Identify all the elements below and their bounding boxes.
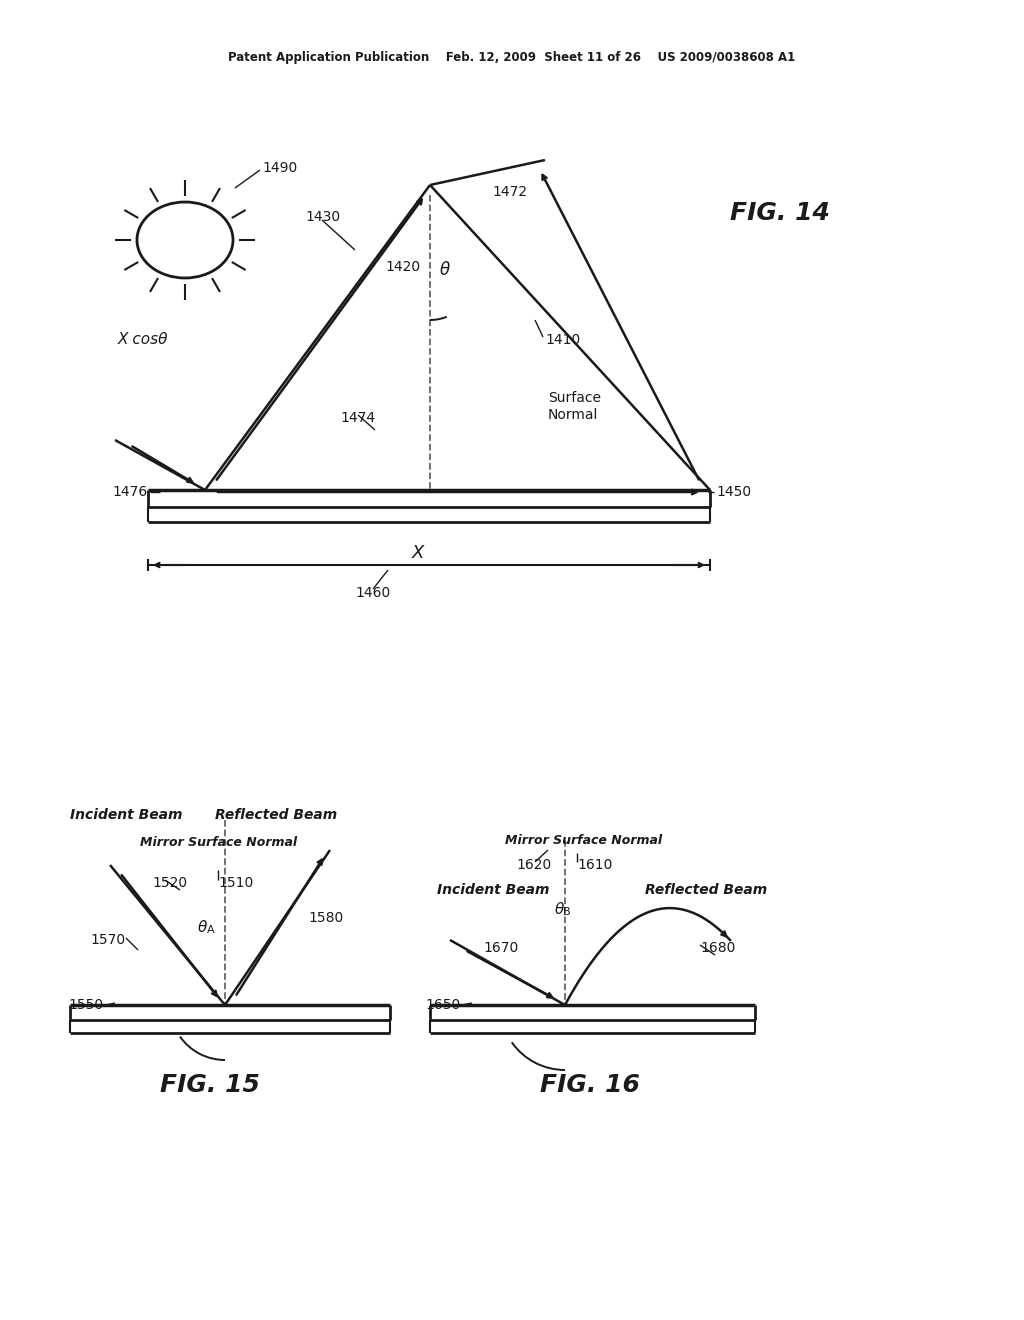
Text: FIG. 16: FIG. 16 [540, 1073, 640, 1097]
Text: Normal: Normal [548, 408, 598, 422]
Text: 1476: 1476 [112, 484, 147, 499]
Text: 1450: 1450 [716, 484, 752, 499]
Text: Mirror Surface Normal: Mirror Surface Normal [140, 837, 297, 850]
Text: 1472: 1472 [492, 185, 527, 199]
Text: 1670: 1670 [483, 941, 518, 954]
Text: Incident Beam: Incident Beam [437, 883, 550, 898]
Text: FIG. 14: FIG. 14 [730, 201, 829, 224]
Text: 1490: 1490 [262, 161, 297, 176]
Text: θ: θ [440, 261, 451, 279]
Text: Mirror Surface Normal: Mirror Surface Normal [505, 833, 663, 846]
Text: 1650: 1650 [425, 998, 460, 1012]
Text: FIG. 15: FIG. 15 [160, 1073, 260, 1097]
Text: 1460: 1460 [355, 586, 390, 601]
Text: Incident Beam: Incident Beam [70, 808, 182, 822]
Text: 1680: 1680 [700, 941, 735, 954]
Text: X cosθ: X cosθ [118, 333, 169, 347]
Ellipse shape [137, 202, 233, 279]
Text: 1520: 1520 [152, 876, 187, 890]
Text: 1474: 1474 [340, 411, 375, 425]
Text: Reflected Beam: Reflected Beam [215, 808, 337, 822]
Text: 1510: 1510 [218, 876, 253, 890]
Text: 1550: 1550 [68, 998, 103, 1012]
Text: θ: θ [198, 920, 208, 936]
Text: X: X [412, 544, 424, 562]
Text: 1430: 1430 [305, 210, 340, 224]
Text: A: A [207, 925, 215, 935]
Text: 1580: 1580 [308, 911, 343, 925]
Text: Patent Application Publication    Feb. 12, 2009  Sheet 11 of 26    US 2009/00386: Patent Application Publication Feb. 12, … [228, 50, 796, 63]
Text: Surface: Surface [548, 391, 601, 405]
Text: 1410: 1410 [545, 333, 581, 347]
Text: 1420: 1420 [385, 260, 420, 275]
Text: 1610: 1610 [577, 858, 612, 873]
Text: θ: θ [555, 903, 564, 917]
Text: Reflected Beam: Reflected Beam [645, 883, 767, 898]
Text: B: B [563, 907, 570, 917]
Text: 1570: 1570 [90, 933, 125, 946]
Text: 1620: 1620 [516, 858, 551, 873]
